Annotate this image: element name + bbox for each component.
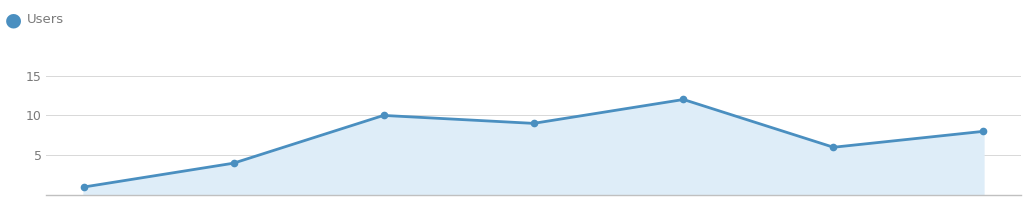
Text: ●: ● — [5, 10, 22, 29]
Text: Users: Users — [27, 13, 63, 26]
Point — [825, 146, 842, 149]
Point — [376, 114, 392, 117]
Point — [975, 130, 991, 133]
Point — [76, 185, 92, 189]
Point — [525, 122, 542, 125]
Point — [675, 98, 691, 101]
Point — [225, 162, 242, 165]
